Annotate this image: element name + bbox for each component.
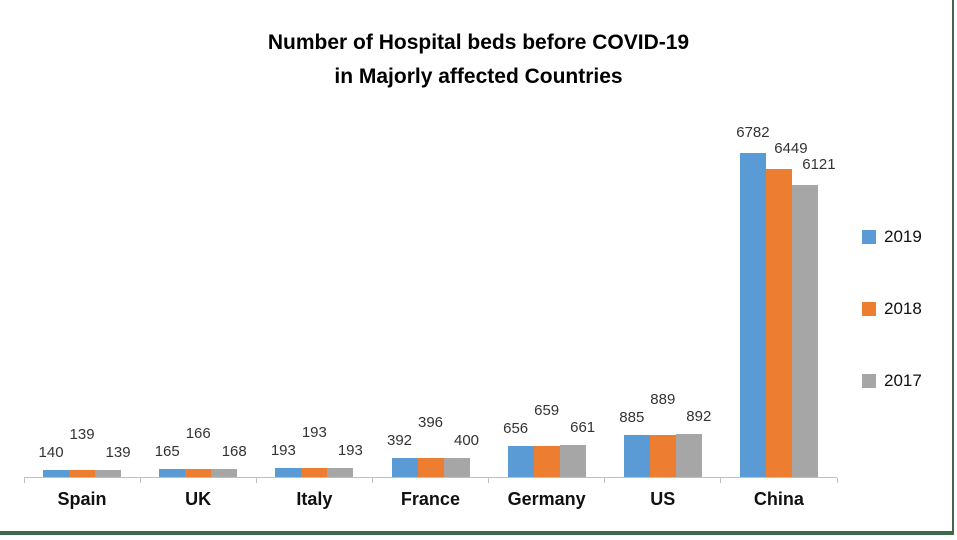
bar-2017-france: [443, 457, 470, 477]
bar-2019-us: [623, 434, 650, 477]
x-axis-tick: [371, 478, 373, 483]
data-label-2019-us: 885: [619, 408, 645, 426]
bottom-border-accent: [0, 531, 954, 535]
legend-item-2017: 2017: [862, 371, 922, 391]
data-label-2018-italy: 193: [301, 423, 327, 441]
data-label-2019-germany: 656: [503, 419, 529, 437]
data-label-2017-italy: 193: [337, 441, 363, 459]
chart-title-line2: in Majorly affected Countries: [334, 65, 623, 88]
bar-2017-china: [791, 184, 818, 477]
x-axis-tick: [23, 478, 25, 483]
legend-swatch-2018: [862, 302, 876, 316]
category-label-china: China: [753, 489, 804, 509]
bar-2019-italy: [275, 467, 302, 477]
x-axis-tick: [488, 478, 490, 483]
data-label-2019-italy: 193: [270, 441, 296, 459]
category-label-uk: UK: [185, 489, 212, 509]
category-label-germany: Germany: [507, 489, 586, 509]
bar-2019-uk: [159, 469, 186, 477]
bar-2017-spain: [95, 470, 122, 477]
bar-2019-china: [739, 153, 766, 477]
legend-swatch-2019: [862, 230, 876, 244]
bar-2017-uk: [211, 469, 238, 477]
data-label-2019-spain: 140: [38, 444, 64, 462]
data-label-2018-germany: 659: [534, 401, 560, 419]
data-label-2017-uk: 168: [221, 443, 247, 460]
data-label-2017-france: 400: [453, 431, 480, 449]
data-label-2018-france: 396: [417, 414, 444, 432]
bar-2018-us: [649, 434, 676, 477]
data-label-2017-us: 892: [686, 408, 712, 426]
bar-2017-germany: [559, 445, 586, 477]
data-label-2018-us: 889: [650, 390, 676, 408]
category-label-spain: Spain: [57, 489, 107, 509]
x-axis-tick: [720, 478, 722, 483]
bar-2018-italy: [301, 467, 328, 477]
legend-item-2019: 2019: [862, 227, 922, 247]
right-border-accent: [952, 0, 954, 535]
x-axis-tick: [604, 478, 606, 483]
bar-2019-germany: [507, 445, 534, 477]
x-axis-labels: Spain UK Italy France Germany US China: [24, 489, 837, 515]
bar-2018-france: [417, 458, 444, 477]
data-label-2019-china: 6782: [736, 124, 770, 141]
data-label-2017-germany: 661: [570, 419, 596, 437]
category-label-italy: Italy: [296, 489, 333, 509]
legend-label-2019: 2019: [884, 227, 922, 246]
data-label-2018-spain: 139: [69, 426, 95, 444]
data-label-2017-china: 6121: [802, 155, 836, 173]
legend-swatch-2017: [862, 374, 876, 388]
chart-title: Number of Hospital beds before COVID-19 …: [0, 26, 957, 94]
bar-2017-italy: [327, 467, 354, 477]
category-label-us: US: [650, 489, 676, 509]
x-axis-tick: [139, 478, 141, 483]
data-label-2017-spain: 139: [105, 444, 131, 462]
data-label-2019-uk: 165: [154, 443, 180, 461]
chart-title-line1: Number of Hospital beds before COVID-19: [267, 31, 690, 54]
data-label-2019-france: 392: [386, 432, 413, 450]
data-label-2018-uk: 166: [185, 425, 211, 443]
legend-item-2018: 2018: [862, 299, 922, 319]
bar-2018-china: [765, 168, 792, 477]
data-label-2018-china: 6449: [774, 139, 808, 157]
legend: 2019 2018 2017: [862, 227, 922, 391]
bar-2019-france: [391, 458, 418, 477]
bar-2018-spain: [69, 470, 96, 477]
bar-2019-spain: [43, 470, 70, 477]
legend-label-2018: 2018: [884, 299, 922, 318]
x-axis-tick: [255, 478, 257, 483]
bar-2017-us: [675, 434, 702, 477]
bar-2018-uk: [185, 469, 212, 477]
category-label-france: France: [400, 489, 460, 509]
plot-area: 140 139 139 165 166 168 193 193 193 392 396 400 656 6…: [23, 110, 838, 483]
x-axis-tick: [836, 478, 838, 483]
legend-label-2017: 2017: [884, 371, 922, 390]
bar-2018-germany: [533, 445, 560, 477]
